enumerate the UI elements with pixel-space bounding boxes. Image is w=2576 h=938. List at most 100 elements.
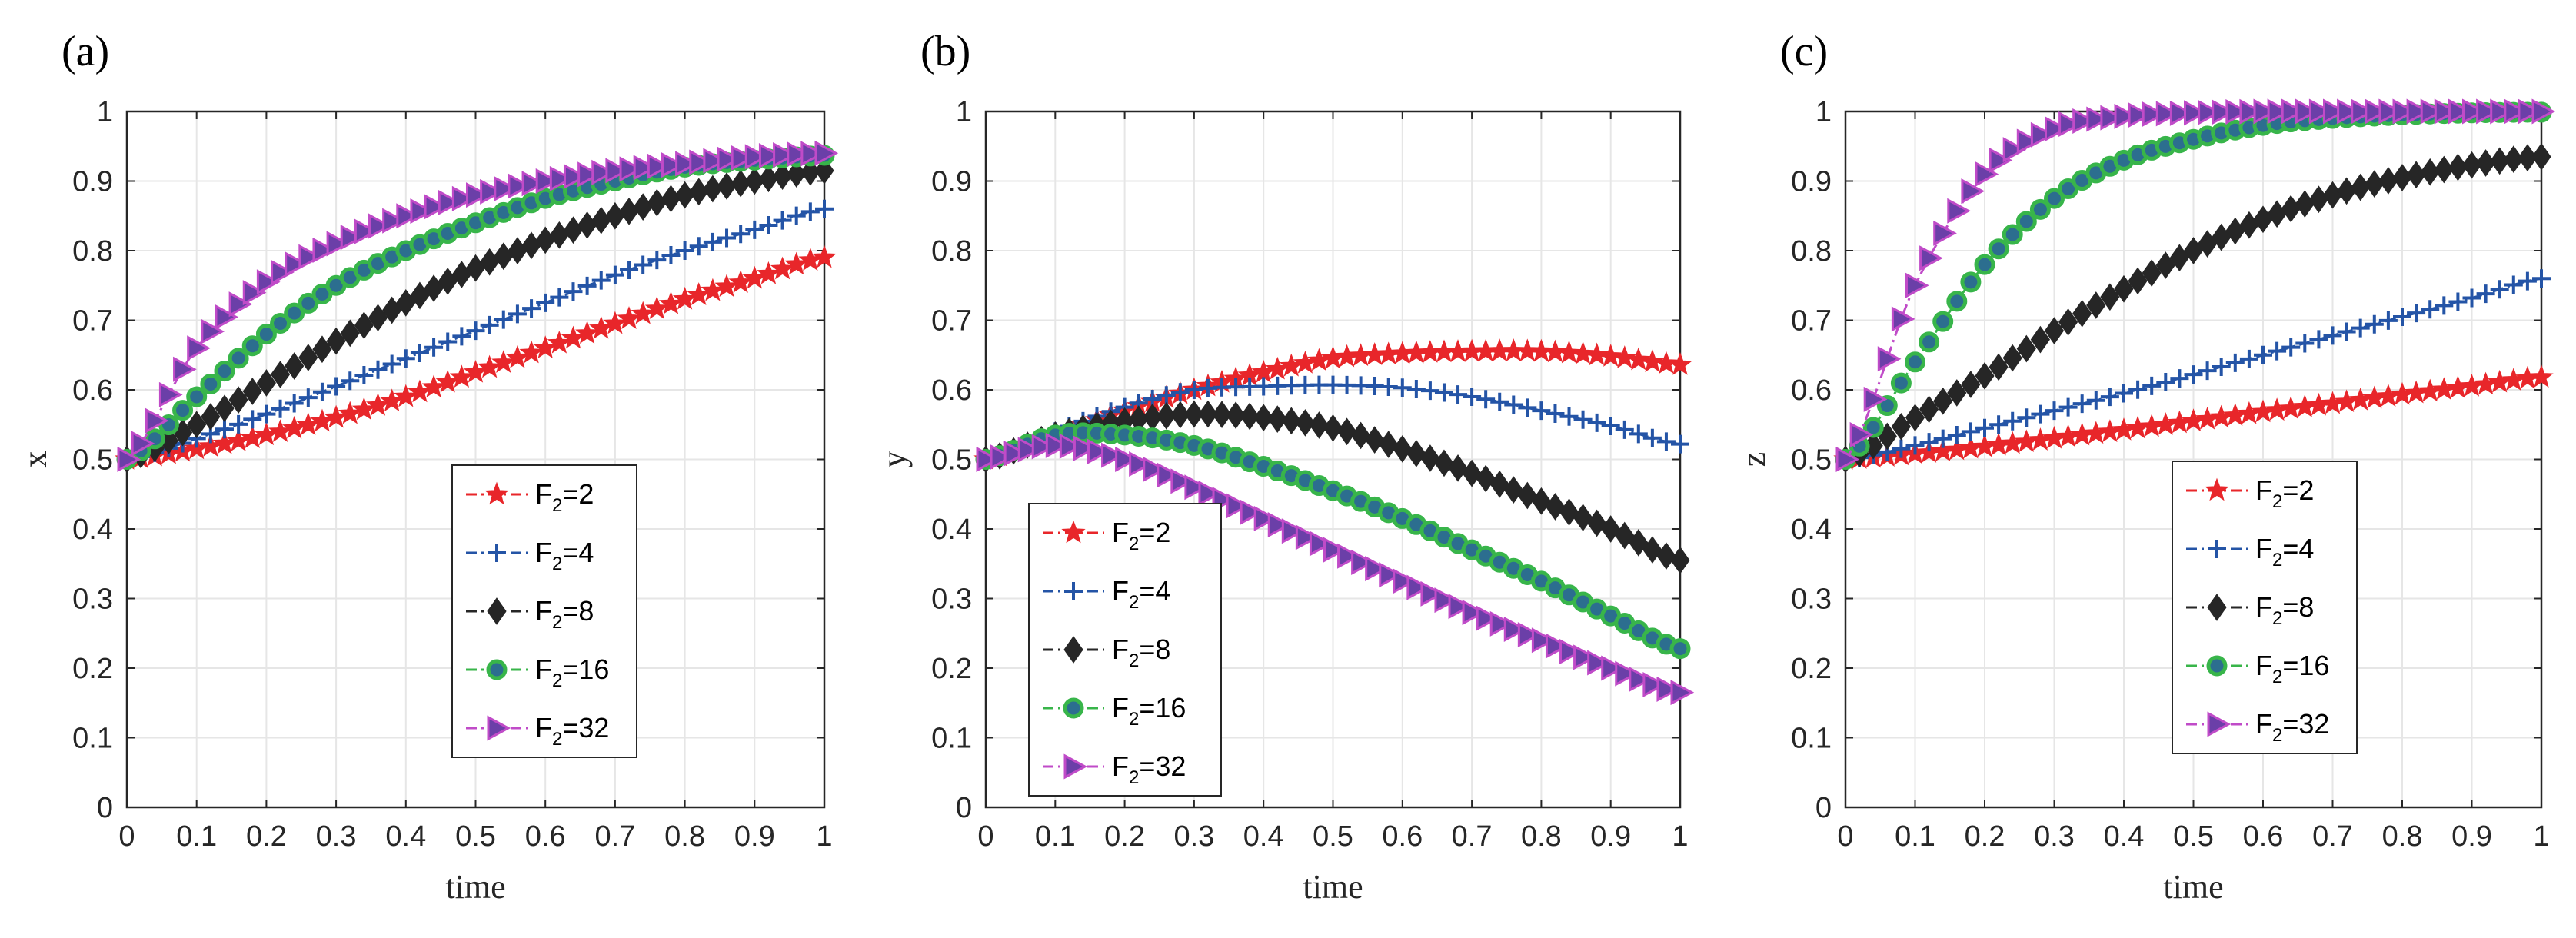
data-point (242, 280, 267, 306)
data-point (1351, 421, 1371, 450)
data-point (2155, 101, 2180, 127)
data-point (2518, 144, 2538, 172)
legend-base: F (1112, 575, 1129, 607)
data-point (2281, 98, 2305, 125)
data-point (1892, 439, 1911, 458)
data-point (2142, 376, 2162, 395)
x-tick-label: 0.9 (734, 820, 775, 853)
data-point (1212, 401, 1232, 428)
data-point (2281, 338, 2301, 357)
data-point (647, 251, 667, 270)
data-point (1669, 638, 1691, 660)
data-point (589, 315, 614, 339)
data-point (2254, 345, 2272, 364)
y-tick-label: 0.2 (72, 653, 113, 685)
data-point (605, 158, 630, 184)
data-point (1974, 254, 1995, 275)
data-point (2184, 100, 2208, 126)
data-point (758, 143, 783, 169)
x-tick-label: 0.7 (2312, 820, 2353, 853)
x-tick-label: 0.7 (594, 820, 635, 853)
data-point (1337, 543, 1361, 569)
data-point (2504, 275, 2523, 294)
x-tick-label: 0.1 (1035, 820, 1076, 853)
data-point (214, 361, 235, 382)
data-point (814, 140, 839, 166)
data-point (1393, 435, 1413, 463)
legend-rest: =2 (562, 478, 594, 510)
legend-item: F2=4 (1043, 575, 1170, 613)
chart-panel-3: 0 0.1 0.2 0.3 0.4 0.5 0.6 0.7 0.8 0.9 1 0 0.1 0.2 0.3 0… (1735, 28, 2556, 906)
legend-base: F (2255, 650, 2272, 681)
data-point (1961, 178, 1985, 205)
data-point (1933, 429, 1952, 448)
x-tick-label: 0.7 (1452, 820, 1493, 853)
data-point (1129, 451, 1153, 477)
data-point (284, 302, 305, 324)
legend-marker (1064, 582, 1083, 600)
data-point (1545, 493, 1566, 521)
data-point (1476, 464, 1496, 493)
data-point (689, 149, 713, 175)
data-point (131, 431, 155, 457)
data-point (1434, 587, 1459, 614)
data-point (1240, 499, 1264, 525)
data-point (1654, 351, 1679, 374)
data-point (354, 365, 374, 384)
legend-base: F (535, 595, 552, 627)
data-point (1835, 446, 1860, 473)
data-point (1626, 347, 1651, 371)
data-point (396, 349, 415, 368)
data-point (1281, 518, 1306, 544)
data-point (1184, 474, 1209, 501)
x-tick-label: 0 (1837, 820, 1853, 853)
data-point (1642, 428, 1662, 447)
data-point (1947, 379, 1967, 407)
data-point (1281, 407, 1301, 435)
x-tick-label: 0.3 (1173, 820, 1214, 853)
data-point (2030, 325, 2051, 354)
legend-subscript: 2 (552, 612, 562, 633)
data-point (2268, 341, 2287, 361)
data-point (1671, 434, 1689, 454)
data-point (773, 211, 792, 230)
data-point (1253, 505, 1278, 531)
data-point (421, 374, 446, 397)
data-point (1656, 542, 1676, 570)
series-F2=32 (976, 432, 1695, 706)
data-point (312, 237, 337, 263)
data-point (186, 386, 208, 407)
y-axis-label: z (1735, 452, 1772, 467)
series-F2=32 (1835, 98, 2556, 473)
data-point (2169, 100, 2194, 126)
y-tick-label: 1 (97, 96, 113, 128)
x-tick-label: 0.4 (385, 820, 426, 853)
data-point (1017, 437, 1042, 463)
data-point (2212, 99, 2235, 125)
data-point (2086, 106, 2110, 132)
y-tick-label: 1 (956, 96, 972, 128)
x-tick-label: 0.6 (525, 820, 566, 853)
data-point (2365, 98, 2388, 125)
data-point (549, 165, 574, 191)
data-point (1323, 537, 1347, 563)
data-point (644, 296, 669, 319)
data-point (2518, 98, 2542, 125)
legend-subscript: 2 (2272, 550, 2282, 570)
data-point (661, 245, 681, 264)
data-point (2115, 384, 2133, 403)
data-point (201, 318, 225, 344)
data-point (575, 321, 600, 344)
data-point (535, 168, 560, 195)
legend-item: F2=4 (2186, 533, 2314, 570)
x-tick-label: 0.9 (2451, 820, 2492, 853)
data-point (1406, 574, 1431, 600)
data-point (2002, 224, 2023, 245)
data-point (410, 198, 434, 225)
legend-label: F2=2 (2255, 474, 2314, 512)
data-point (354, 311, 374, 340)
data-point (675, 241, 694, 260)
data-point (2476, 98, 2500, 125)
data-point (396, 203, 420, 229)
data-point (466, 321, 485, 341)
